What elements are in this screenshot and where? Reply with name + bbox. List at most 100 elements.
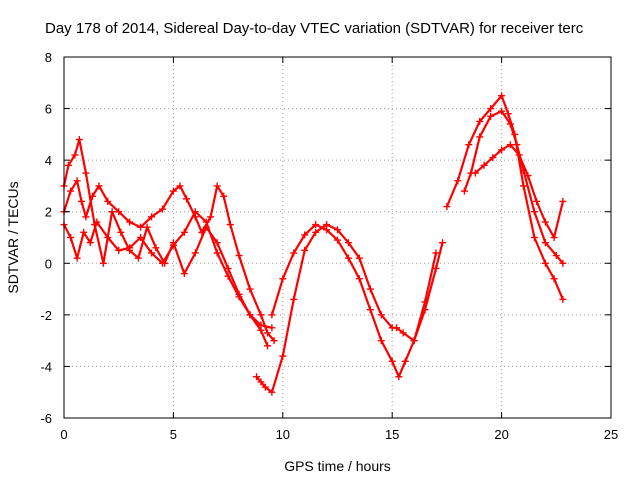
series-track-E bbox=[268, 221, 447, 381]
x-axis-label: GPS time / hours bbox=[284, 458, 391, 474]
y-tick-label: -4 bbox=[40, 359, 52, 374]
data-point bbox=[191, 249, 199, 257]
data-point bbox=[393, 324, 401, 332]
data-point bbox=[312, 221, 320, 229]
data-point bbox=[137, 223, 145, 231]
data-point bbox=[261, 383, 269, 391]
series-line bbox=[62, 138, 269, 347]
data-point bbox=[73, 254, 81, 262]
data-point bbox=[421, 306, 429, 314]
chart-title: Day 178 of 2014, Sidereal Day-to-day VTE… bbox=[45, 20, 584, 37]
data-point bbox=[344, 254, 352, 262]
data-point bbox=[148, 213, 156, 221]
data-point bbox=[312, 228, 320, 236]
data-point bbox=[117, 228, 125, 236]
y-tick-label: 8 bbox=[45, 50, 52, 65]
data-point bbox=[82, 169, 90, 177]
data-point bbox=[524, 172, 532, 180]
data-point bbox=[530, 234, 538, 241]
data-point bbox=[71, 151, 79, 159]
data-point bbox=[279, 352, 287, 360]
data-point bbox=[126, 246, 134, 254]
data-point bbox=[366, 285, 374, 293]
data-point bbox=[176, 182, 184, 190]
data-point bbox=[126, 218, 134, 226]
data-point bbox=[115, 208, 123, 216]
series-line bbox=[463, 110, 565, 265]
data-point bbox=[401, 357, 409, 365]
data-point bbox=[169, 187, 177, 195]
data-point bbox=[476, 117, 484, 125]
series-track-C bbox=[60, 136, 271, 350]
data-point bbox=[290, 295, 298, 303]
data-point bbox=[480, 161, 488, 169]
data-point bbox=[80, 228, 88, 236]
series-line bbox=[62, 210, 273, 329]
data-point bbox=[104, 197, 112, 205]
x-tick-label: 15 bbox=[385, 427, 399, 442]
data-point bbox=[161, 259, 169, 267]
data-point bbox=[487, 105, 495, 113]
data-point bbox=[432, 264, 440, 272]
data-point bbox=[489, 154, 497, 162]
data-point bbox=[86, 239, 94, 247]
data-point bbox=[95, 182, 103, 190]
data-point bbox=[541, 239, 549, 247]
data-point bbox=[515, 151, 523, 159]
data-point bbox=[506, 120, 514, 128]
data-point bbox=[290, 249, 298, 257]
series-line bbox=[445, 94, 565, 301]
data-point bbox=[541, 259, 549, 267]
y-tick-label: 4 bbox=[45, 153, 52, 168]
data-point bbox=[432, 249, 440, 257]
data-point bbox=[268, 324, 276, 332]
y-axis-label: SDTVAR / TECUs bbox=[5, 181, 21, 293]
data-point bbox=[91, 221, 99, 229]
data-point bbox=[134, 254, 142, 262]
data-point bbox=[550, 275, 558, 283]
y-tick-label: -6 bbox=[40, 411, 52, 426]
data-point bbox=[75, 136, 83, 144]
series-line bbox=[62, 179, 276, 342]
data-point bbox=[334, 236, 341, 244]
data-point bbox=[253, 373, 261, 381]
data-point bbox=[533, 197, 541, 205]
data-point bbox=[207, 213, 215, 221]
data-point bbox=[152, 244, 160, 252]
data-point bbox=[268, 388, 276, 396]
data-point bbox=[388, 357, 396, 365]
data-point bbox=[257, 378, 265, 386]
series-track-G bbox=[460, 107, 567, 267]
data-point bbox=[213, 182, 221, 190]
data-point bbox=[377, 311, 385, 319]
data-point bbox=[301, 246, 309, 254]
data-point bbox=[115, 246, 123, 254]
data-point bbox=[257, 326, 265, 334]
data-point bbox=[67, 234, 75, 241]
data-point bbox=[67, 187, 75, 195]
data-point bbox=[183, 195, 191, 203]
data-point bbox=[108, 208, 116, 216]
data-point bbox=[169, 239, 177, 247]
data-point bbox=[344, 239, 352, 247]
data-point bbox=[504, 110, 512, 118]
x-tick-label: 10 bbox=[276, 427, 290, 442]
plot-series bbox=[60, 92, 567, 396]
data-point bbox=[213, 239, 221, 247]
data-point bbox=[82, 213, 90, 221]
data-point bbox=[395, 373, 403, 381]
data-point bbox=[454, 177, 462, 185]
y-tick-label: 6 bbox=[45, 102, 52, 117]
data-point bbox=[246, 311, 254, 319]
data-point bbox=[513, 141, 521, 149]
data-point bbox=[552, 252, 560, 260]
data-point bbox=[148, 249, 156, 257]
y-tick-label: 0 bbox=[45, 256, 52, 271]
data-point bbox=[399, 329, 407, 337]
data-point bbox=[143, 223, 151, 231]
data-point bbox=[519, 182, 527, 190]
data-point bbox=[73, 177, 81, 185]
data-point bbox=[334, 226, 341, 234]
axis-ticks: 0 5 10 15 20 25 -6 -4 -2 0 2 4 6 8 bbox=[40, 50, 618, 442]
x-tick-label: 0 bbox=[60, 427, 67, 442]
